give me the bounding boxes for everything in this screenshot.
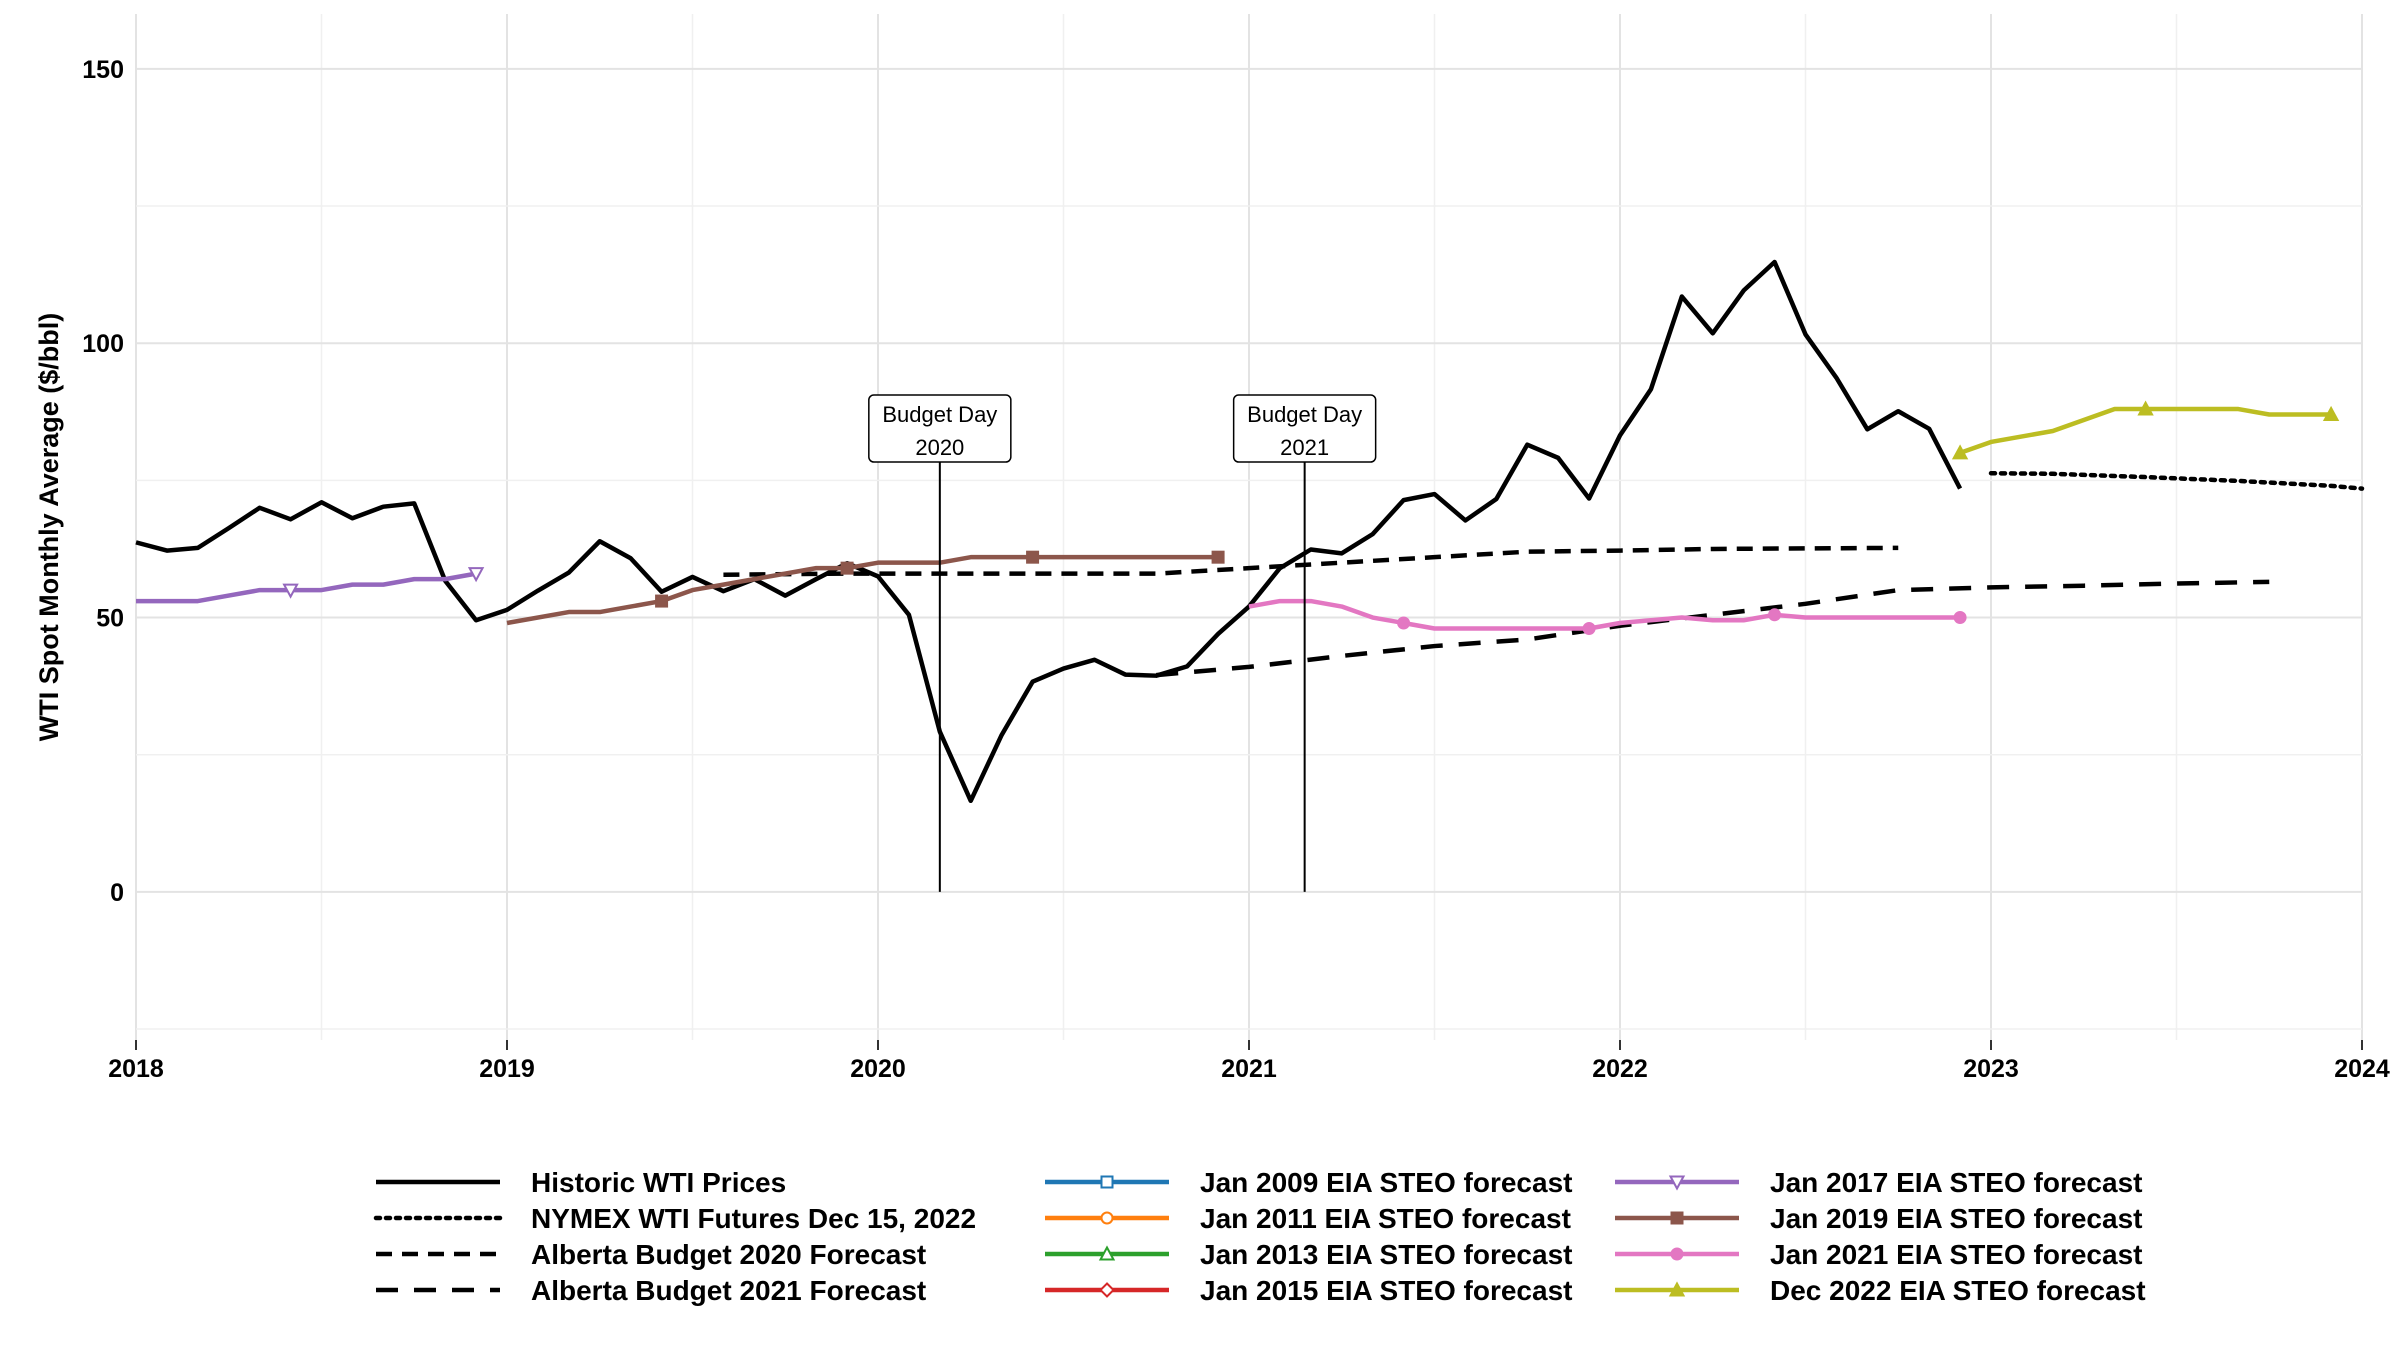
series-marker bbox=[1582, 622, 1596, 636]
series-marker bbox=[467, 567, 485, 583]
series-marker bbox=[1211, 550, 1225, 564]
y-tick-label: 0 bbox=[110, 879, 124, 907]
legend-item: Historic WTI Prices bbox=[376, 1167, 786, 1198]
budget-day-label-box bbox=[868, 394, 1012, 463]
legend-label: NYMEX WTI Futures Dec 15, 2022 bbox=[531, 1203, 976, 1234]
x-tick-label: 2018 bbox=[108, 1055, 164, 1083]
series-marker bbox=[1100, 1175, 1114, 1189]
legend-label: Jan 2011 EIA STEO forecast bbox=[1200, 1203, 1571, 1234]
series-line bbox=[135, 259, 1963, 804]
series-marker bbox=[1768, 608, 1782, 622]
series-marker bbox=[1668, 1281, 1686, 1297]
series-marker bbox=[1953, 611, 1967, 625]
series-marker bbox=[1397, 616, 1411, 630]
series-marker bbox=[1670, 1247, 1684, 1261]
budget-day-annotation: Budget Day 2021 bbox=[1232, 394, 1377, 892]
legend-label: Jan 2013 EIA STEO forecast bbox=[1200, 1239, 1572, 1270]
legend-label: Alberta Budget 2021 Forecast bbox=[531, 1275, 926, 1306]
series-marker bbox=[1951, 444, 1969, 460]
legend-item: Jan 2015 EIA STEO forecast bbox=[1045, 1275, 1572, 1306]
legend-label: Alberta Budget 2020 Forecast bbox=[531, 1239, 926, 1270]
x-tick-label: 2023 bbox=[1963, 1055, 2019, 1083]
legend-item: Jan 2013 EIA STEO forecast bbox=[1045, 1239, 1572, 1270]
legend-label: Dec 2022 EIA STEO forecast bbox=[1770, 1275, 2146, 1306]
series-3 bbox=[1156, 579, 2270, 678]
legend-item: Jan 2019 EIA STEO forecast bbox=[1615, 1203, 2142, 1234]
budget-day-label-box bbox=[1232, 394, 1377, 463]
x-tick-label: 2024 bbox=[2334, 1055, 2390, 1083]
budget-day-annotations: Budget Day 2020 Budget Day 2021 bbox=[868, 394, 1377, 892]
legend-label: Jan 2021 EIA STEO forecast bbox=[1770, 1239, 2142, 1270]
legend-item: Alberta Budget 2021 Forecast bbox=[376, 1275, 926, 1306]
y-axis-label: WTI Spot Monthly Average ($/bbl) bbox=[34, 313, 64, 742]
budget-day-label: Budget Day bbox=[1247, 402, 1362, 427]
y-tick-label: 50 bbox=[96, 605, 124, 633]
series-line bbox=[506, 554, 1219, 626]
y-tick-label: 150 bbox=[82, 56, 124, 84]
y-tick-label: 100 bbox=[82, 330, 124, 358]
legend-item: Alberta Budget 2020 Forecast bbox=[376, 1239, 926, 1270]
series-0 bbox=[135, 259, 1963, 804]
legend-item: NYMEX WTI Futures Dec 15, 2022 bbox=[373, 1203, 976, 1234]
series-marker bbox=[655, 594, 669, 608]
series-marker bbox=[1670, 1211, 1684, 1225]
series-9 bbox=[506, 550, 1225, 626]
series-marker bbox=[2322, 405, 2340, 422]
budget-day-annotation: Budget Day 2020 bbox=[868, 394, 1012, 892]
x-tick-label: 2021 bbox=[1221, 1055, 1277, 1083]
x-axis-ticks: 2018 2019 2020 2021 2022 2023 2024 bbox=[108, 1040, 2390, 1083]
series-1 bbox=[1988, 470, 2365, 491]
legend-label: Jan 2015 EIA STEO forecast bbox=[1200, 1275, 1572, 1306]
series-marker bbox=[840, 561, 854, 575]
budget-day-year: 2021 bbox=[1280, 435, 1329, 460]
series-line bbox=[1988, 470, 2365, 491]
series-line bbox=[1156, 579, 2270, 678]
legend-item: Jan 2009 EIA STEO forecast bbox=[1045, 1167, 1572, 1198]
x-tick-label: 2020 bbox=[850, 1055, 906, 1083]
x-tick-label: 2022 bbox=[1592, 1055, 1648, 1083]
series-marker bbox=[282, 583, 299, 599]
legend-label: Jan 2009 EIA STEO forecast bbox=[1200, 1167, 1572, 1198]
series-marker bbox=[1100, 1211, 1114, 1225]
series-11 bbox=[1951, 400, 2340, 460]
series-10 bbox=[1248, 598, 1967, 636]
series-marker bbox=[1668, 1175, 1686, 1191]
legend-label: Jan 2019 EIA STEO forecast bbox=[1770, 1203, 2142, 1234]
legend: Historic WTI Prices NYMEX WTI Futures Dec… bbox=[373, 1167, 2146, 1306]
x-tick-label: 2019 bbox=[479, 1055, 535, 1083]
series-marker bbox=[2137, 400, 2154, 416]
y-axis-ticks: 0 50 100 150 bbox=[82, 56, 124, 907]
budget-day-label: Budget Day bbox=[882, 402, 997, 427]
legend-label: Jan 2017 EIA STEO forecast bbox=[1770, 1167, 2142, 1198]
series-marker bbox=[1099, 1282, 1115, 1298]
series-marker bbox=[1098, 1245, 1116, 1261]
legend-item: Jan 2017 EIA STEO forecast bbox=[1615, 1167, 2142, 1198]
legend-label: Historic WTI Prices bbox=[531, 1167, 786, 1198]
series-8 bbox=[136, 567, 485, 604]
legend-item: Dec 2022 EIA STEO forecast bbox=[1615, 1275, 2146, 1306]
series-marker bbox=[1026, 550, 1040, 564]
legend-item: Jan 2021 EIA STEO forecast bbox=[1615, 1239, 2142, 1270]
grid-lines bbox=[135, 14, 2363, 1040]
series-line bbox=[1959, 406, 2332, 456]
legend-item: Jan 2011 EIA STEO forecast bbox=[1045, 1203, 1571, 1234]
series-line bbox=[1248, 598, 1961, 631]
series-line bbox=[136, 571, 477, 604]
budget-day-year: 2020 bbox=[915, 435, 964, 460]
